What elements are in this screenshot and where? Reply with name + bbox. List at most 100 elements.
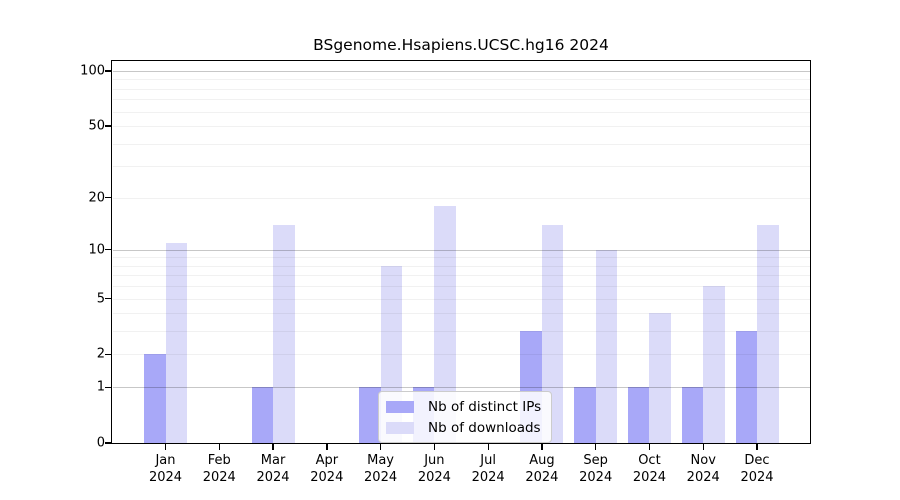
x-label-month: Nov [690,453,716,468]
x-tick-mark [702,443,704,450]
x-label-month: Jun [424,453,445,468]
chart-title: BSgenome.Hsapiens.UCSC.hg16 2024 [313,36,609,54]
bar-nb-of-downloads-oct [649,313,671,443]
y-tick-mark [105,442,112,444]
x-tick-mark [326,443,328,450]
x-label-year: 2024 [256,470,290,485]
grid-line-minor [112,166,810,168]
x-tick-mark [541,443,543,450]
grid-line-major [112,70,810,72]
grid-line-minor [112,79,810,81]
bar-nb-of-downloads-sep [595,249,618,443]
y-tick-mark [105,297,112,300]
grid-line-minor [112,99,810,101]
x-tick-mark [756,443,758,450]
bar-nb-of-downloads-jan [165,242,187,443]
x-tick-mark [595,443,597,450]
x-label-month: Dec [744,453,770,468]
y-tick-label-2: 2 [96,346,105,362]
x-label-month: May [367,453,395,468]
grid-line-minor [112,286,810,288]
x-tick-mark [379,443,382,450]
grid-line-minor [112,313,810,315]
x-tick-mark [433,443,436,450]
plot-frame [111,59,812,445]
grid-line-minor [112,275,810,277]
grid-line-minor [112,331,810,333]
x-label-year: 2024 [525,470,559,485]
x-label-month: Mar [260,453,286,468]
x-tick-label-aug: Aug 2024 [525,452,558,486]
bar-nb-of-downloads-nov [703,286,725,443]
legend-entry-nb-of-downloads: Nb of downloads [386,417,541,438]
legend-swatch-nb-of-distinct-ips [386,400,414,413]
x-tick-label-nov: Nov 2024 [687,452,720,486]
x-tick-mark [218,443,220,450]
x-tick-mark [648,443,651,450]
x-tick-label-dec: Dec 2024 [740,452,773,486]
bar-nb-of-distinct-ips-nov [681,387,704,443]
y-tick-mark [105,70,112,72]
x-label-month: Apr [315,453,339,468]
x-tick-mark [487,443,489,450]
x-label-month: Jan [155,453,176,468]
y-tick-mark [105,125,112,127]
grid-line-minor [112,111,810,113]
x-tick-label-mar: Mar 2024 [256,452,289,486]
x-tick-mark [272,443,274,450]
x-label-month: Jul [480,453,496,468]
x-tick-label-sep: Sep 2024 [579,452,612,486]
y-tick-label-100: 100 [80,63,105,79]
y-tick-label-1: 1 [96,379,105,395]
x-label-year: 2024 [417,470,451,485]
grid-line-minor [112,257,810,259]
y-tick-mark [105,386,112,388]
x-label-year: 2024 [579,470,613,485]
x-tick-label-apr: Apr 2024 [310,452,343,486]
x-label-month: Oct [638,453,661,468]
grid-line-major [112,387,810,389]
legend-label-nb-of-downloads: Nb of downloads [428,419,541,436]
legend-label-nb-of-distinct-ips: Nb of distinct IPs [428,398,542,415]
x-label-month: Feb [207,453,231,468]
bar-nb-of-downloads-mar [273,224,295,443]
y-tick-mark [105,353,112,356]
bar-nb-of-distinct-ips-oct [627,387,650,443]
x-label-year: 2024 [148,470,183,485]
x-tick-label-jan: Jan 2024 [149,452,182,486]
x-label-year: 2024 [202,470,236,485]
grid-line-minor [112,197,810,199]
grid-line-minor [112,298,810,300]
y-tick-mark [105,196,112,199]
x-label-year: 2024 [310,470,344,485]
x-label-year: 2024 [686,470,720,485]
bar-nb-of-distinct-ips-mar [251,387,274,443]
legend-entry-nb-of-distinct-ips: Nb of distinct IPs [386,396,541,417]
x-tick-label-jun: Jun 2024 [418,452,451,486]
bar-nb-of-distinct-ips-sep [574,387,596,443]
grid-line-minor [112,88,810,90]
x-tick-label-may: May 2024 [364,452,397,486]
grid-line-major [112,249,810,251]
grid-line-minor [112,265,810,267]
y-tick-label-0: 0 [96,435,105,451]
x-tick-label-oct: Oct 2024 [633,452,666,486]
x-label-year: 2024 [740,470,774,485]
x-tick-label-feb: Feb 2024 [203,452,236,486]
bar-nb-of-distinct-ips-may [359,387,381,443]
bar-nb-of-distinct-ips-dec [735,331,757,443]
bar-nb-of-downloads-jun [434,205,456,443]
bar-nb-of-downloads-dec [757,224,779,443]
grid-line-minor [112,143,810,145]
y-tick-label-10: 10 [88,242,105,258]
grid-line-minor [112,126,810,128]
x-tick-mark [164,443,167,450]
legend: Nb of distinct IPs Nb of downloads [378,391,553,443]
x-label-month: Sep [583,453,608,468]
legend-swatch-nb-of-downloads [386,421,414,434]
y-tick-label-5: 5 [96,291,105,307]
bar-nb-of-distinct-ips-jan [144,354,166,443]
x-label-year: 2024 [632,470,666,485]
bar-nb-of-downloads-aug [541,224,564,443]
